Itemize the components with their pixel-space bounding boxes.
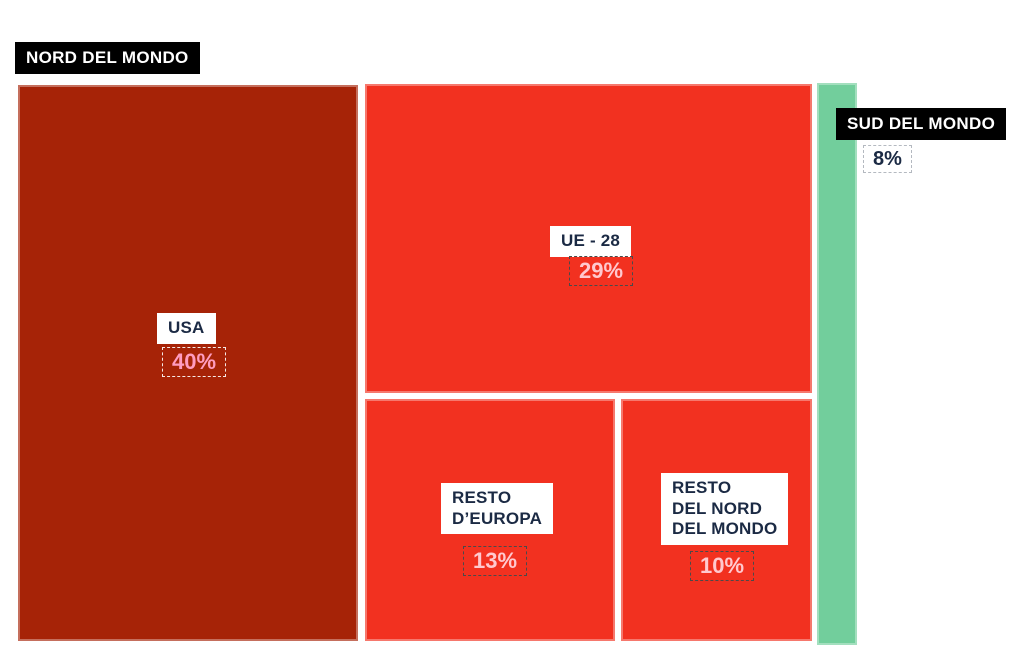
block-value-resto-europa: 13% [463,546,528,577]
treemap-block-ue28: UE - 28 29% [365,84,812,393]
block-name-usa: USA [157,313,216,344]
block-name-ue28: UE - 28 [550,226,632,257]
treemap-block-resto-europa: RESTO D’EUROPA 13% [365,399,615,641]
treemap-block-resto-nord-del-mondo: RESTO DEL NORD DEL MONDO 10% [621,399,812,641]
treemap-block-usa: USA 40% [18,85,358,641]
block-value-sud-del-mondo: 8% [863,145,912,173]
block-value-usa: 40% [162,347,227,378]
block-value-resto-nord-del-mondo: 10% [690,551,755,582]
group-label-nord-del-mondo: NORD DEL MONDO [15,42,200,74]
block-value-ue28: 29% [569,256,634,287]
group-label-sud-del-mondo: SUD DEL MONDO [836,108,1007,140]
treemap-block-sud-del-mondo [817,83,857,645]
block-name-resto-nord-del-mondo: RESTO DEL NORD DEL MONDO [661,473,789,546]
block-name-resto-europa: RESTO D’EUROPA [441,483,554,535]
